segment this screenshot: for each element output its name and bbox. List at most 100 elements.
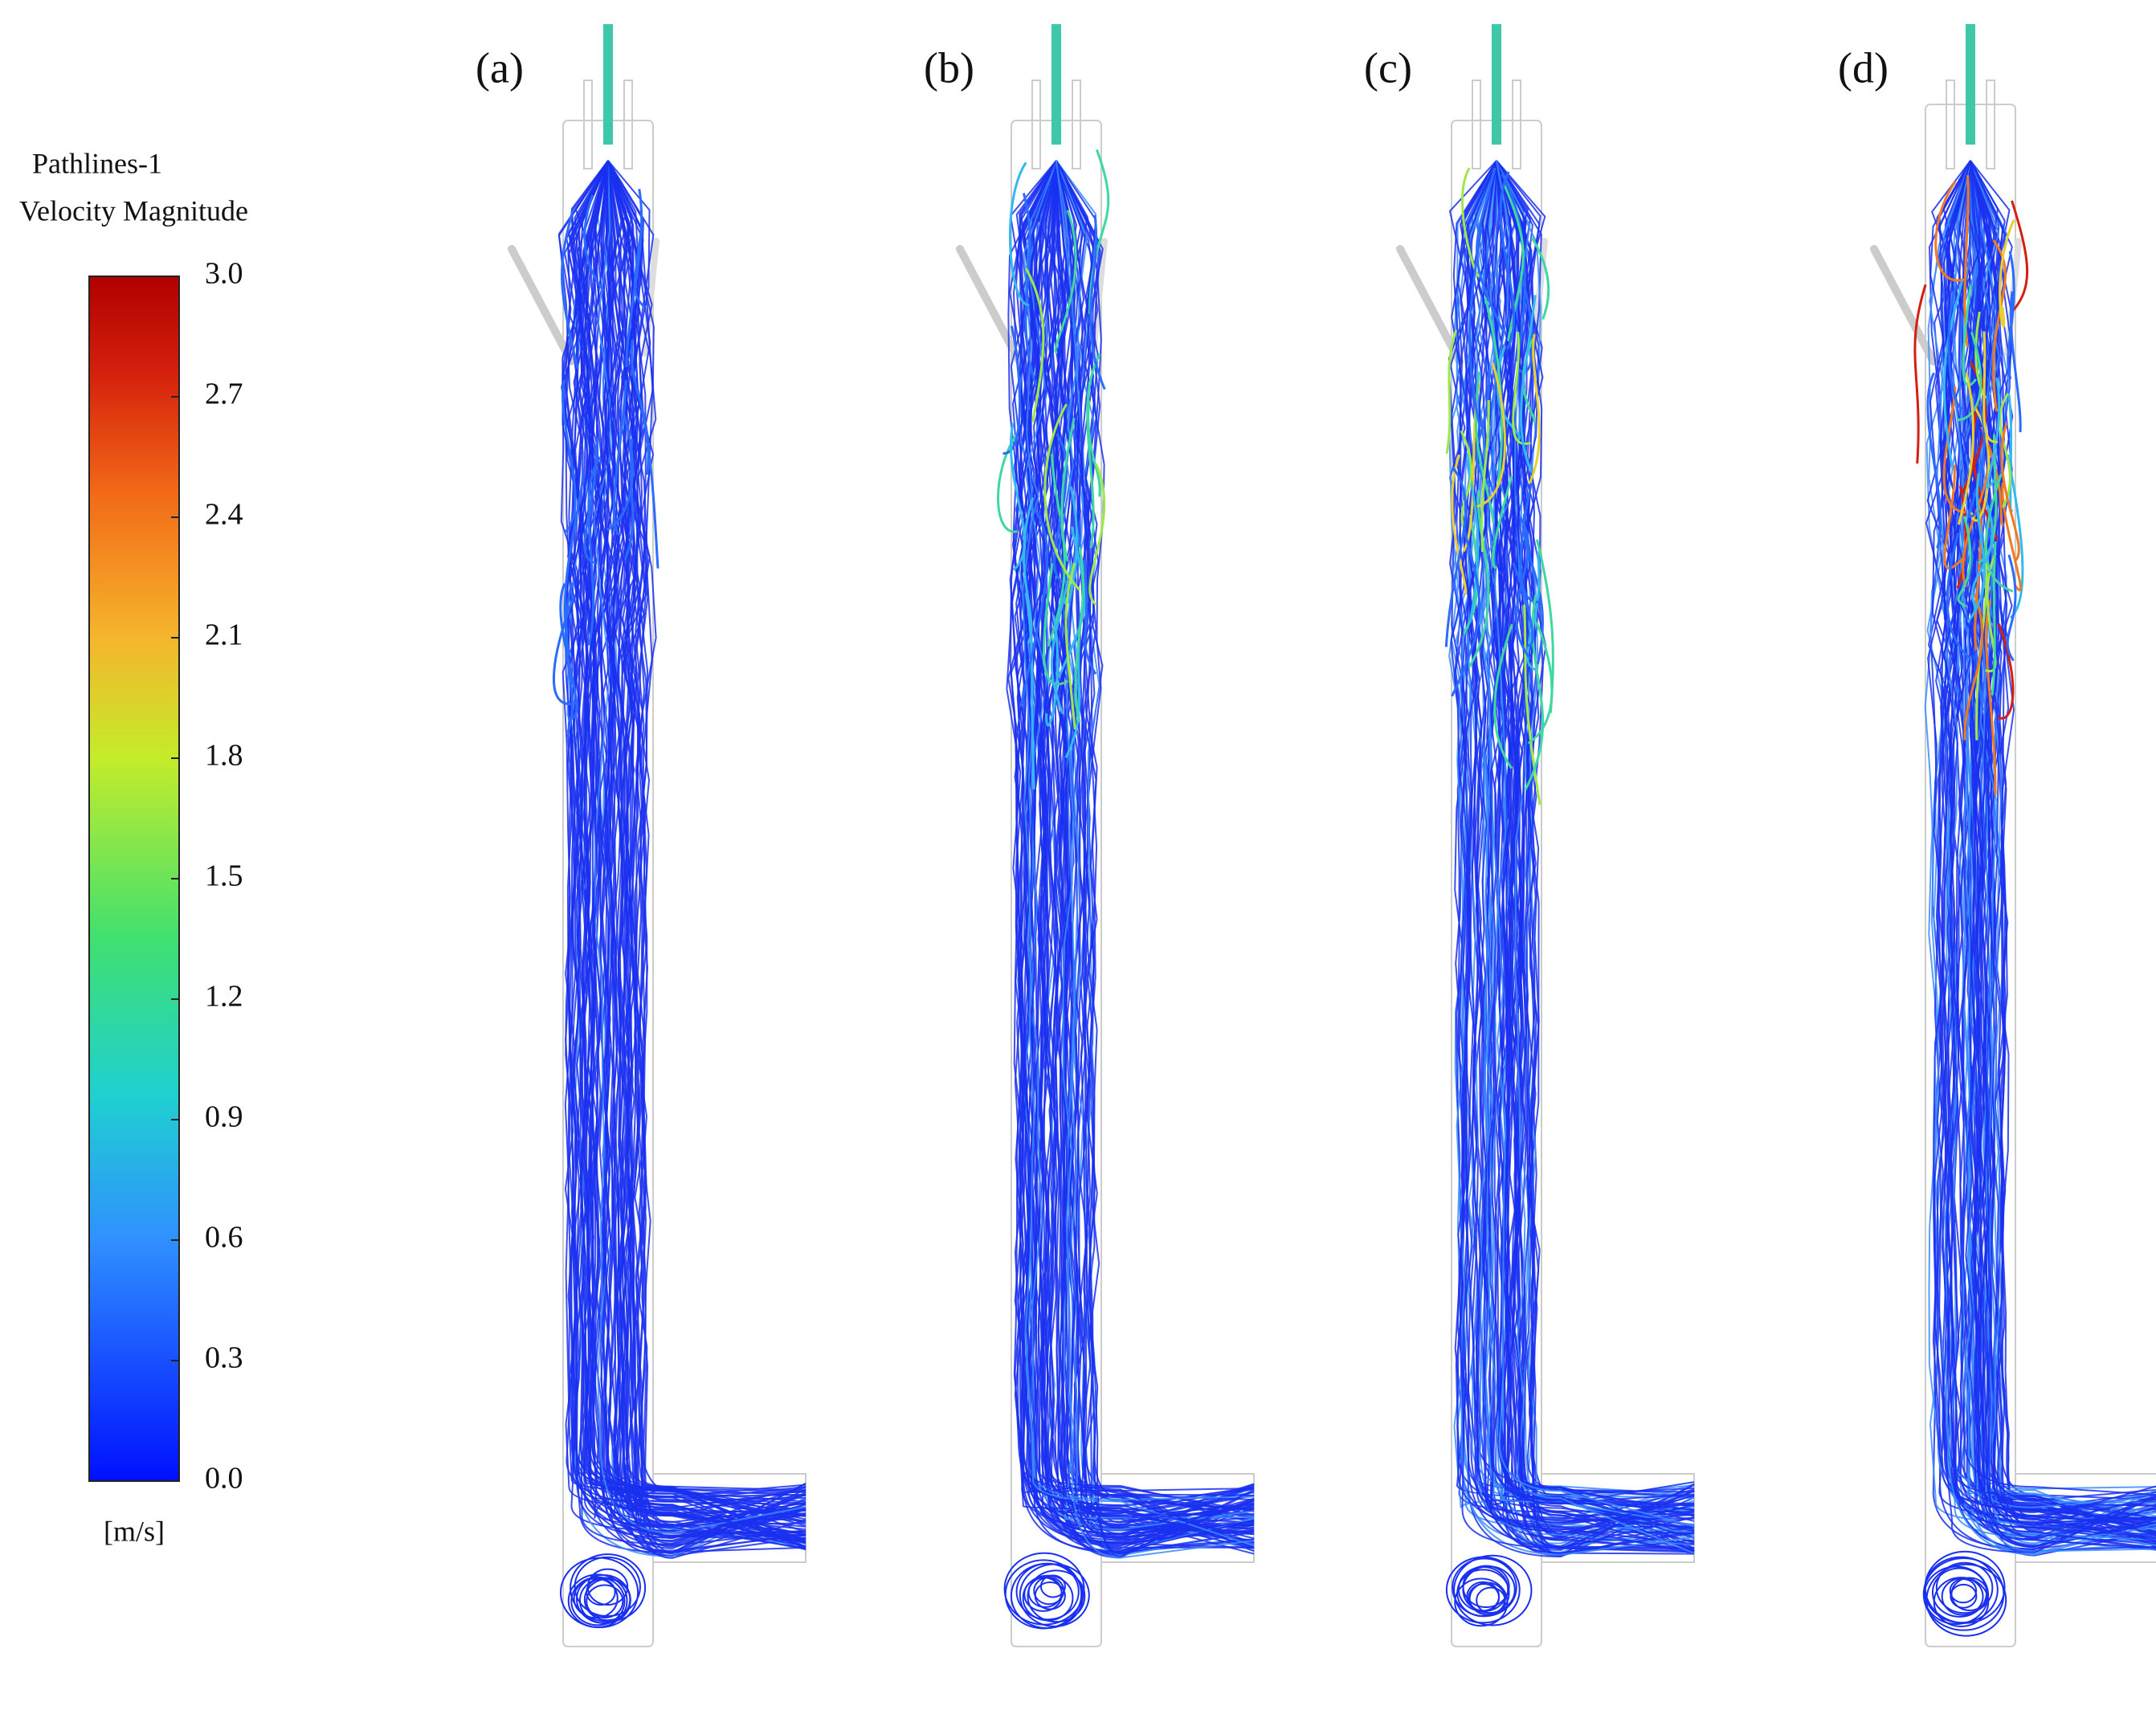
pathline [1970,160,2156,1542]
pathline-swirl [1451,454,1468,595]
pathline [1925,160,2156,1524]
pathline [596,160,806,1550]
pathline [1492,160,1695,1553]
pathline-loop [570,1553,647,1622]
pathline-swirl [1466,452,1480,623]
pathline [1496,160,1695,1496]
pathline [1048,160,1255,1551]
pathline-swirl [1982,331,1999,443]
probe [1472,80,1481,169]
pathline-loop [1949,1578,1978,1604]
pathline-swirl [612,380,627,536]
pathline [1041,160,1255,1536]
pathline-swirl [1512,331,1531,445]
pathline [1019,160,1255,1536]
pathline-loop [1462,1565,1510,1609]
nozzle [1492,24,1501,145]
probe [1986,80,1995,169]
pathline [1496,160,1695,1550]
pathline-swirl [1499,171,1516,350]
pathline-swirl [1985,600,1997,795]
pathline-swirl [2001,482,2022,592]
pathline-swirl [1943,464,1965,569]
side-inlet [642,238,659,357]
pathline [1022,160,1255,1547]
pathline-swirl [561,210,579,369]
pathline-loop [1462,1565,1516,1614]
pathline-loop [1923,1565,1990,1625]
pathline-swirl [1957,516,1972,608]
pathline-swirl [623,439,635,561]
pathline-swirl [1942,280,1963,470]
pathline [1946,160,2156,1556]
pathline [1056,160,1255,1521]
pathline-swirl [1451,532,1481,697]
pathline-swirl [583,194,604,292]
pathline-swirl [1089,214,1106,390]
side-inlet [1870,245,1938,365]
pathline-swirl [1501,173,1526,362]
nozzle [1966,24,1975,145]
pathline-swirl [1086,353,1101,549]
pathline-swirl [1985,473,2014,593]
pathline-swirl [1967,403,1986,518]
pathline-swirl [1060,418,1076,562]
pathline [1496,160,1695,1504]
pathline [1962,160,2156,1540]
pathline-swirl [2009,291,2022,433]
pathline-swirl [1970,504,1994,610]
pathline-swirl [1444,466,1468,647]
pathline-swirl [1445,329,1458,454]
side-inlet [508,245,575,365]
nozzle [603,24,613,145]
colorbar-tick-label: 0.6 [205,1221,243,1255]
colorbar-tick-label: 1.5 [205,859,243,893]
pathline [1008,160,1255,1553]
colorbar-tick-label: 1.8 [205,739,243,773]
pathline-swirl [559,582,578,720]
pathline-loop [574,1556,641,1618]
pathline-swirl [1460,430,1473,528]
pathline-swirl [1512,562,1534,647]
pathline-swirl [1974,504,1982,651]
panel-label: (d) [1838,43,1889,92]
pathline [1452,160,1695,1556]
pathline [589,160,806,1502]
pathline-loop [1027,1576,1063,1608]
pathline [1452,160,1695,1549]
pathline-loop [1452,1557,1517,1618]
pathline-swirl [1023,497,1035,644]
pathline-loop [570,1576,626,1626]
colorbar-unit: [m/s] [104,1515,165,1547]
pathline-swirl [1523,604,1541,806]
pathline-swirl [1461,167,1480,277]
pathline-swirl [1947,284,1964,410]
pathline-loop [1027,1569,1086,1623]
pathline-swirl [1913,284,1927,464]
pathline-swirl [1025,267,1045,422]
pathline [1450,160,1695,1555]
pathline-swirl [1009,422,1026,571]
pathline [586,160,806,1539]
probe [1072,80,1081,169]
pathline-swirl [1966,473,1986,623]
pathline-loop [567,1573,628,1628]
pathline-swirl [633,221,646,308]
pathline [1056,160,1255,1549]
probe [583,80,593,169]
colorbar-tick-label: 0.0 [205,1462,243,1496]
pathline-swirl [1524,594,1545,791]
pathline-swirl [1493,623,1513,769]
colorbar-tick-label: 0.9 [205,1100,243,1134]
pathline-loop [1004,1559,1083,1630]
pathline [1484,160,1695,1545]
pathline-swirl [1519,295,1537,474]
pathline-loop [586,1584,624,1619]
nozzle [1051,24,1061,145]
pathline-swirl [1024,592,1035,790]
colorbar-tick-label: 2.1 [205,618,243,652]
pathline [1056,160,1255,1557]
pathline-swirl [1050,562,1073,715]
pathline-swirl [1088,463,1106,606]
